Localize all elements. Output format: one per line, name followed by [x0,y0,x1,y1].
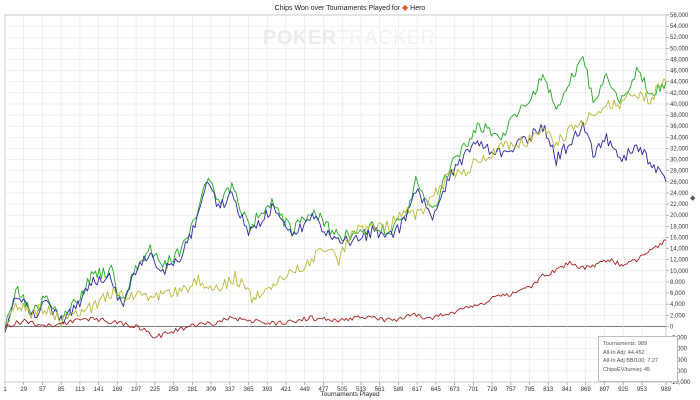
stat-allin-adj-bb: All-In Adj BB/100: 7.27 [603,358,659,364]
y-tick-label: 24,000 [670,191,689,197]
y-tick-label: 56,000 [670,13,689,19]
x-tick-label: 1 [3,387,7,393]
y-tick-label: -8,000 [670,369,688,375]
series-line-4 [4,239,667,339]
y-tick-label: 12,000 [670,258,689,264]
x-tick-label: 757 [506,387,517,393]
y-tick-label: 42,000 [670,91,689,97]
y-tick-label: 44,000 [670,80,689,86]
y-tick-label: 22,000 [670,202,689,208]
x-tick-label: 169 [112,387,123,393]
x-tick-label: 841 [562,387,573,393]
stat-chipev: ChipsEV/turniej: 45 [603,366,651,373]
x-tick-label: 225 [150,387,161,393]
x-tick-label: 197 [131,387,142,393]
x-axis-label: Tournaments Played [320,391,380,398]
y-tick-label: 16,000 [670,235,689,241]
x-tick-label: 281 [187,387,198,393]
x-tick-label: 701 [468,387,479,393]
x-tick-label: 813 [543,387,554,393]
y-tick-label: 34,000 [670,135,689,141]
x-tick-label: 561 [375,387,386,393]
y-tick-label: -10,000 [670,380,691,386]
x-tick-label: 729 [487,387,498,393]
x-tick-label: 365 [244,387,255,393]
stat-tournaments: Tournaments: 989 [603,341,648,347]
y-tick-label: -6,000 [670,358,688,364]
y-tick-label: 52,000 [670,35,689,41]
grid-lines [4,14,667,383]
chart-title: Chips Won over Tournaments Played for ◆ … [0,3,700,12]
y-tick-label: 54,000 [670,24,689,30]
series-line-1 [4,56,667,331]
poker-diamond-icon: ◆ [402,3,409,12]
y-tick-label: 4,000 [670,302,686,308]
x-tick-label: 141 [94,387,105,393]
x-tick-label: 897 [599,387,610,393]
series-lines [4,56,667,339]
y-tick-label: 18,000 [670,224,689,230]
x-tick-label: 337 [225,387,236,393]
y-tick-label: 26,000 [670,180,689,186]
y-tick-label: 48,000 [670,57,689,63]
y-tick-label: 36,000 [670,124,689,130]
x-tick-label: 309 [206,387,217,393]
pokertracker-watermark-logo: POKERTRACKER [263,27,436,49]
y-tick-label: 30,000 [670,158,689,164]
series-line-2 [4,121,667,333]
y-tick-label: -2,000 [670,336,688,342]
stat-allin-adj: All-In Adj: 44,452 [603,349,645,356]
y-tick-label: 28,000 [670,169,689,175]
y-tick-label: 38,000 [670,113,689,119]
y-tick-label: 6,000 [670,291,686,297]
y-axis-ticks: -10,000 -8,000 -6,000 -4,000 -2,000 0 2,000 4,0… [666,13,691,386]
x-tick-label: 29 [20,387,27,393]
x-tick-label: 57 [39,387,46,393]
y-tick-label: 2,000 [670,313,686,319]
x-tick-label: 421 [281,387,292,393]
chart-title-text: Chips Won over Tournaments Played for [274,5,401,12]
series-line-3 [4,78,667,330]
x-tick-label: 533 [356,387,367,393]
y-tick-label: 32,000 [670,146,689,152]
y-tick-label: 8,000 [670,280,686,286]
x-tick-label: 477 [318,387,329,393]
x-tick-label: 989 [661,387,672,393]
y-tick-label: 0 [670,324,674,330]
x-tick-label: 925 [618,387,629,393]
x-tick-label: 785 [525,387,536,393]
x-tick-label: 673 [450,387,461,393]
x-tick-label: 953 [637,387,648,393]
x-tick-label: 85 [58,387,65,393]
player-name: Hero [410,5,426,12]
y-tick-label: 14,000 [670,247,689,253]
y-tick-label: -4,000 [670,347,688,353]
y-tick-label: 40,000 [670,102,689,108]
x-tick-label: 589 [393,387,404,393]
x-tick-label: 645 [431,387,442,393]
x-tick-label: 869 [581,387,592,393]
x-tick-label: 253 [169,387,180,393]
y-tick-label: 46,000 [670,69,689,75]
x-axis-ticks: 1 29 57 85 113 141 169 197 225 253 281 309 337 365 393… [3,382,672,393]
scroll-marker-icon[interactable]: ◆ [690,195,696,202]
x-tick-label: 113 [75,387,85,393]
stats-box: Tournaments: 989 All-In Adj: 44,452 All-… [598,336,678,382]
x-tick-label: 617 [412,387,423,393]
y-tick-label: 10,000 [670,269,689,275]
x-tick-label: 505 [337,387,348,393]
y-tick-label: 20,000 [670,213,689,219]
y-tick-label: 50,000 [670,46,689,52]
x-tick-label: 393 [262,387,273,393]
x-tick-label: 449 [300,387,311,393]
